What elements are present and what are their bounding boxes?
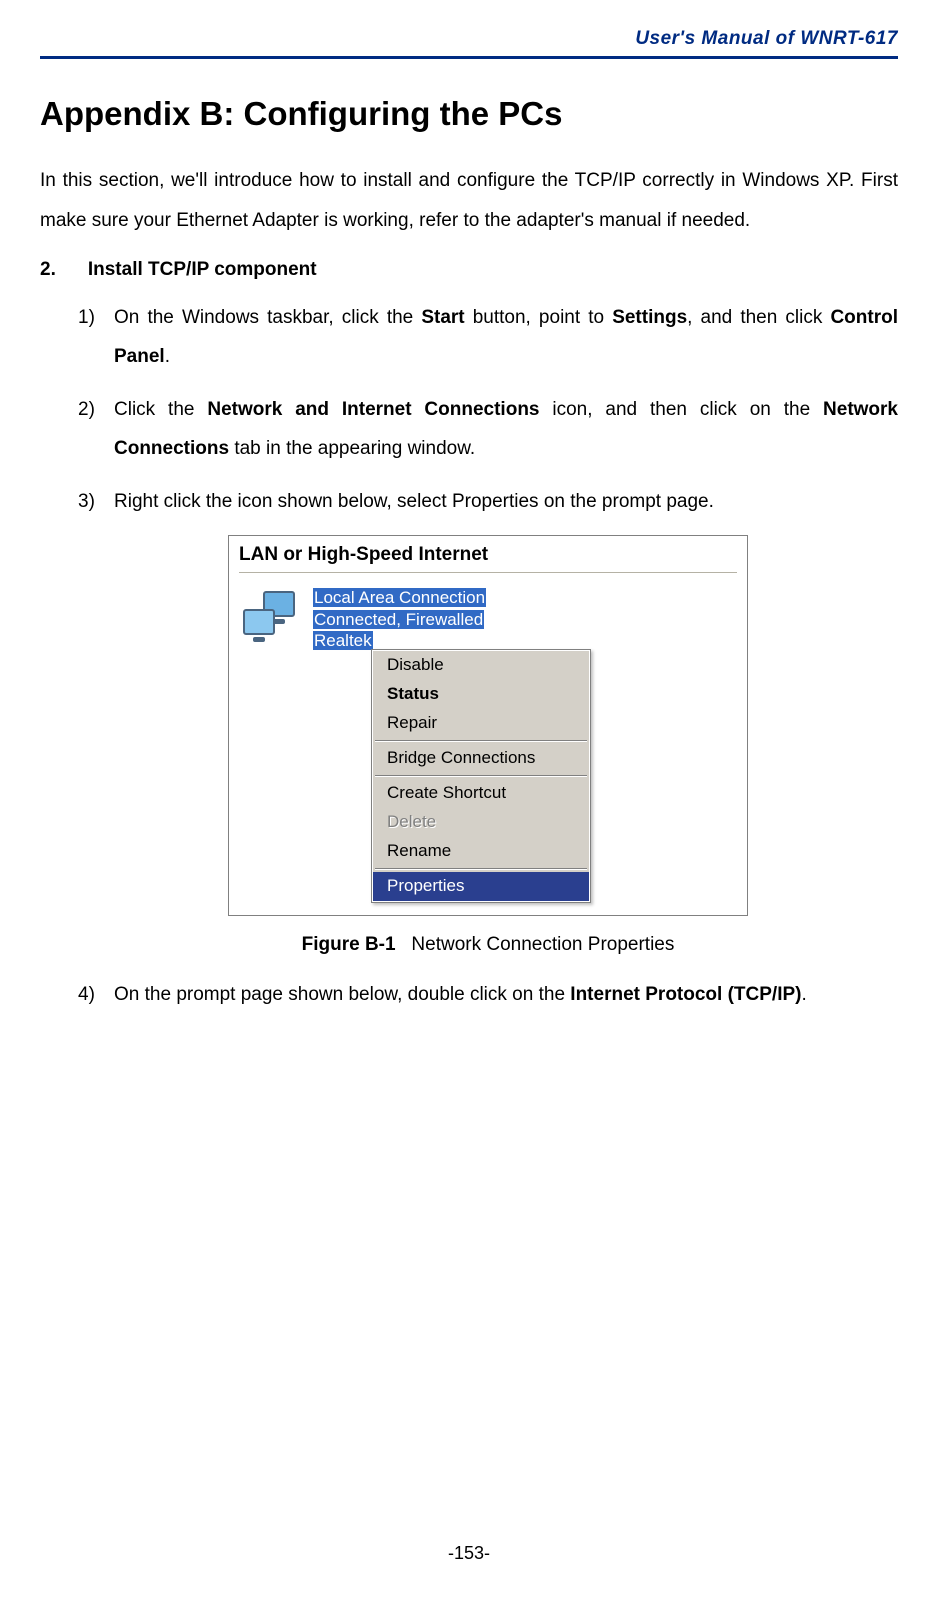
step-1-number: 1) — [78, 299, 114, 377]
step-1: 1) On the Windows taskbar, click the Sta… — [78, 299, 898, 377]
figure-caption-label: Figure B-1 — [302, 934, 396, 955]
menu-item-status[interactable]: Status — [373, 680, 589, 709]
figure-panel-rule — [239, 572, 737, 573]
step-1-text-a: On the Windows taskbar, click the — [114, 307, 421, 328]
section-number: 2. — [40, 259, 56, 280]
step-4: 4) On the prompt page shown below, doubl… — [78, 976, 898, 1015]
section-title: Install TCP/IP component — [88, 259, 317, 280]
step-4-text-a: On the prompt page shown below, double c… — [114, 984, 570, 1005]
menu-item-disable[interactable]: Disable — [373, 651, 589, 680]
step-4-text-c: . — [801, 984, 806, 1005]
page-number: -153- — [0, 1543, 938, 1564]
step-2-text-a: Click the — [114, 399, 207, 420]
menu-separator-1 — [375, 740, 587, 742]
menu-item-bridge[interactable]: Bridge Connections — [373, 744, 589, 773]
connection-status: Connected, Firewalled — [313, 610, 484, 629]
menu-item-properties[interactable]: Properties — [373, 872, 589, 901]
connection-name: Local Area Connection — [313, 588, 486, 607]
menu-separator-3 — [375, 868, 587, 870]
steps-list: 1) On the Windows taskbar, click the Sta… — [40, 299, 898, 1015]
step-1-text-e: , and then click — [687, 307, 830, 328]
menu-item-repair[interactable]: Repair — [373, 709, 589, 738]
figure-b1-frame: LAN or High-Speed Internet Local Area Co… — [228, 535, 748, 916]
step-1-text-g: . — [165, 346, 170, 367]
step-2-text-e: tab in the appearing window. — [229, 438, 475, 459]
doc-header-title: User's Manual of WNRT-617 — [40, 28, 898, 56]
step-1-bold-start: Start — [421, 307, 464, 328]
connection-adapter: Realtek — [313, 631, 373, 650]
step-2-bold-nic: Network and Internet Connections — [207, 399, 539, 420]
step-1-bold-settings: Settings — [612, 307, 687, 328]
page-title: Appendix B: Configuring the PCs — [40, 95, 898, 133]
step-3-number: 3) — [78, 483, 114, 522]
figure-panel-title: LAN or High-Speed Internet — [239, 544, 737, 566]
intro-paragraph: In this section, we'll introduce how to … — [40, 161, 898, 241]
step-4-number: 4) — [78, 976, 114, 1015]
figure-b1-container: LAN or High-Speed Internet Local Area Co… — [78, 535, 898, 916]
network-connection-icon[interactable] — [243, 591, 303, 647]
menu-item-shortcut[interactable]: Create Shortcut — [373, 779, 589, 808]
step-3: 3) Right click the icon shown below, sel… — [78, 483, 898, 522]
menu-item-delete: Delete — [373, 808, 589, 837]
step-2-number: 2) — [78, 391, 114, 469]
step-1-text-c: button, point to — [465, 307, 613, 328]
step-2-text-c: icon, and then click on the — [540, 399, 824, 420]
figure-caption: Figure B-1 Network Connection Properties — [78, 934, 898, 956]
menu-separator-2 — [375, 775, 587, 777]
figure-caption-text: Network Connection Properties — [411, 934, 674, 955]
context-menu: Disable Status Repair Bridge Connections… — [371, 649, 591, 903]
menu-item-rename[interactable]: Rename — [373, 837, 589, 866]
connection-label[interactable]: Local Area Connection Connected, Firewal… — [313, 587, 486, 651]
step-4-bold-tcpip: Internet Protocol (TCP/IP) — [570, 984, 801, 1005]
step-3-text: Right click the icon shown below, select… — [114, 491, 714, 512]
step-2: 2) Click the Network and Internet Connec… — [78, 391, 898, 469]
header-rule — [40, 56, 898, 59]
section-heading: 2. Install TCP/IP component — [40, 259, 898, 281]
lan-connection-row: Local Area Connection Connected, Firewal… — [239, 587, 737, 651]
